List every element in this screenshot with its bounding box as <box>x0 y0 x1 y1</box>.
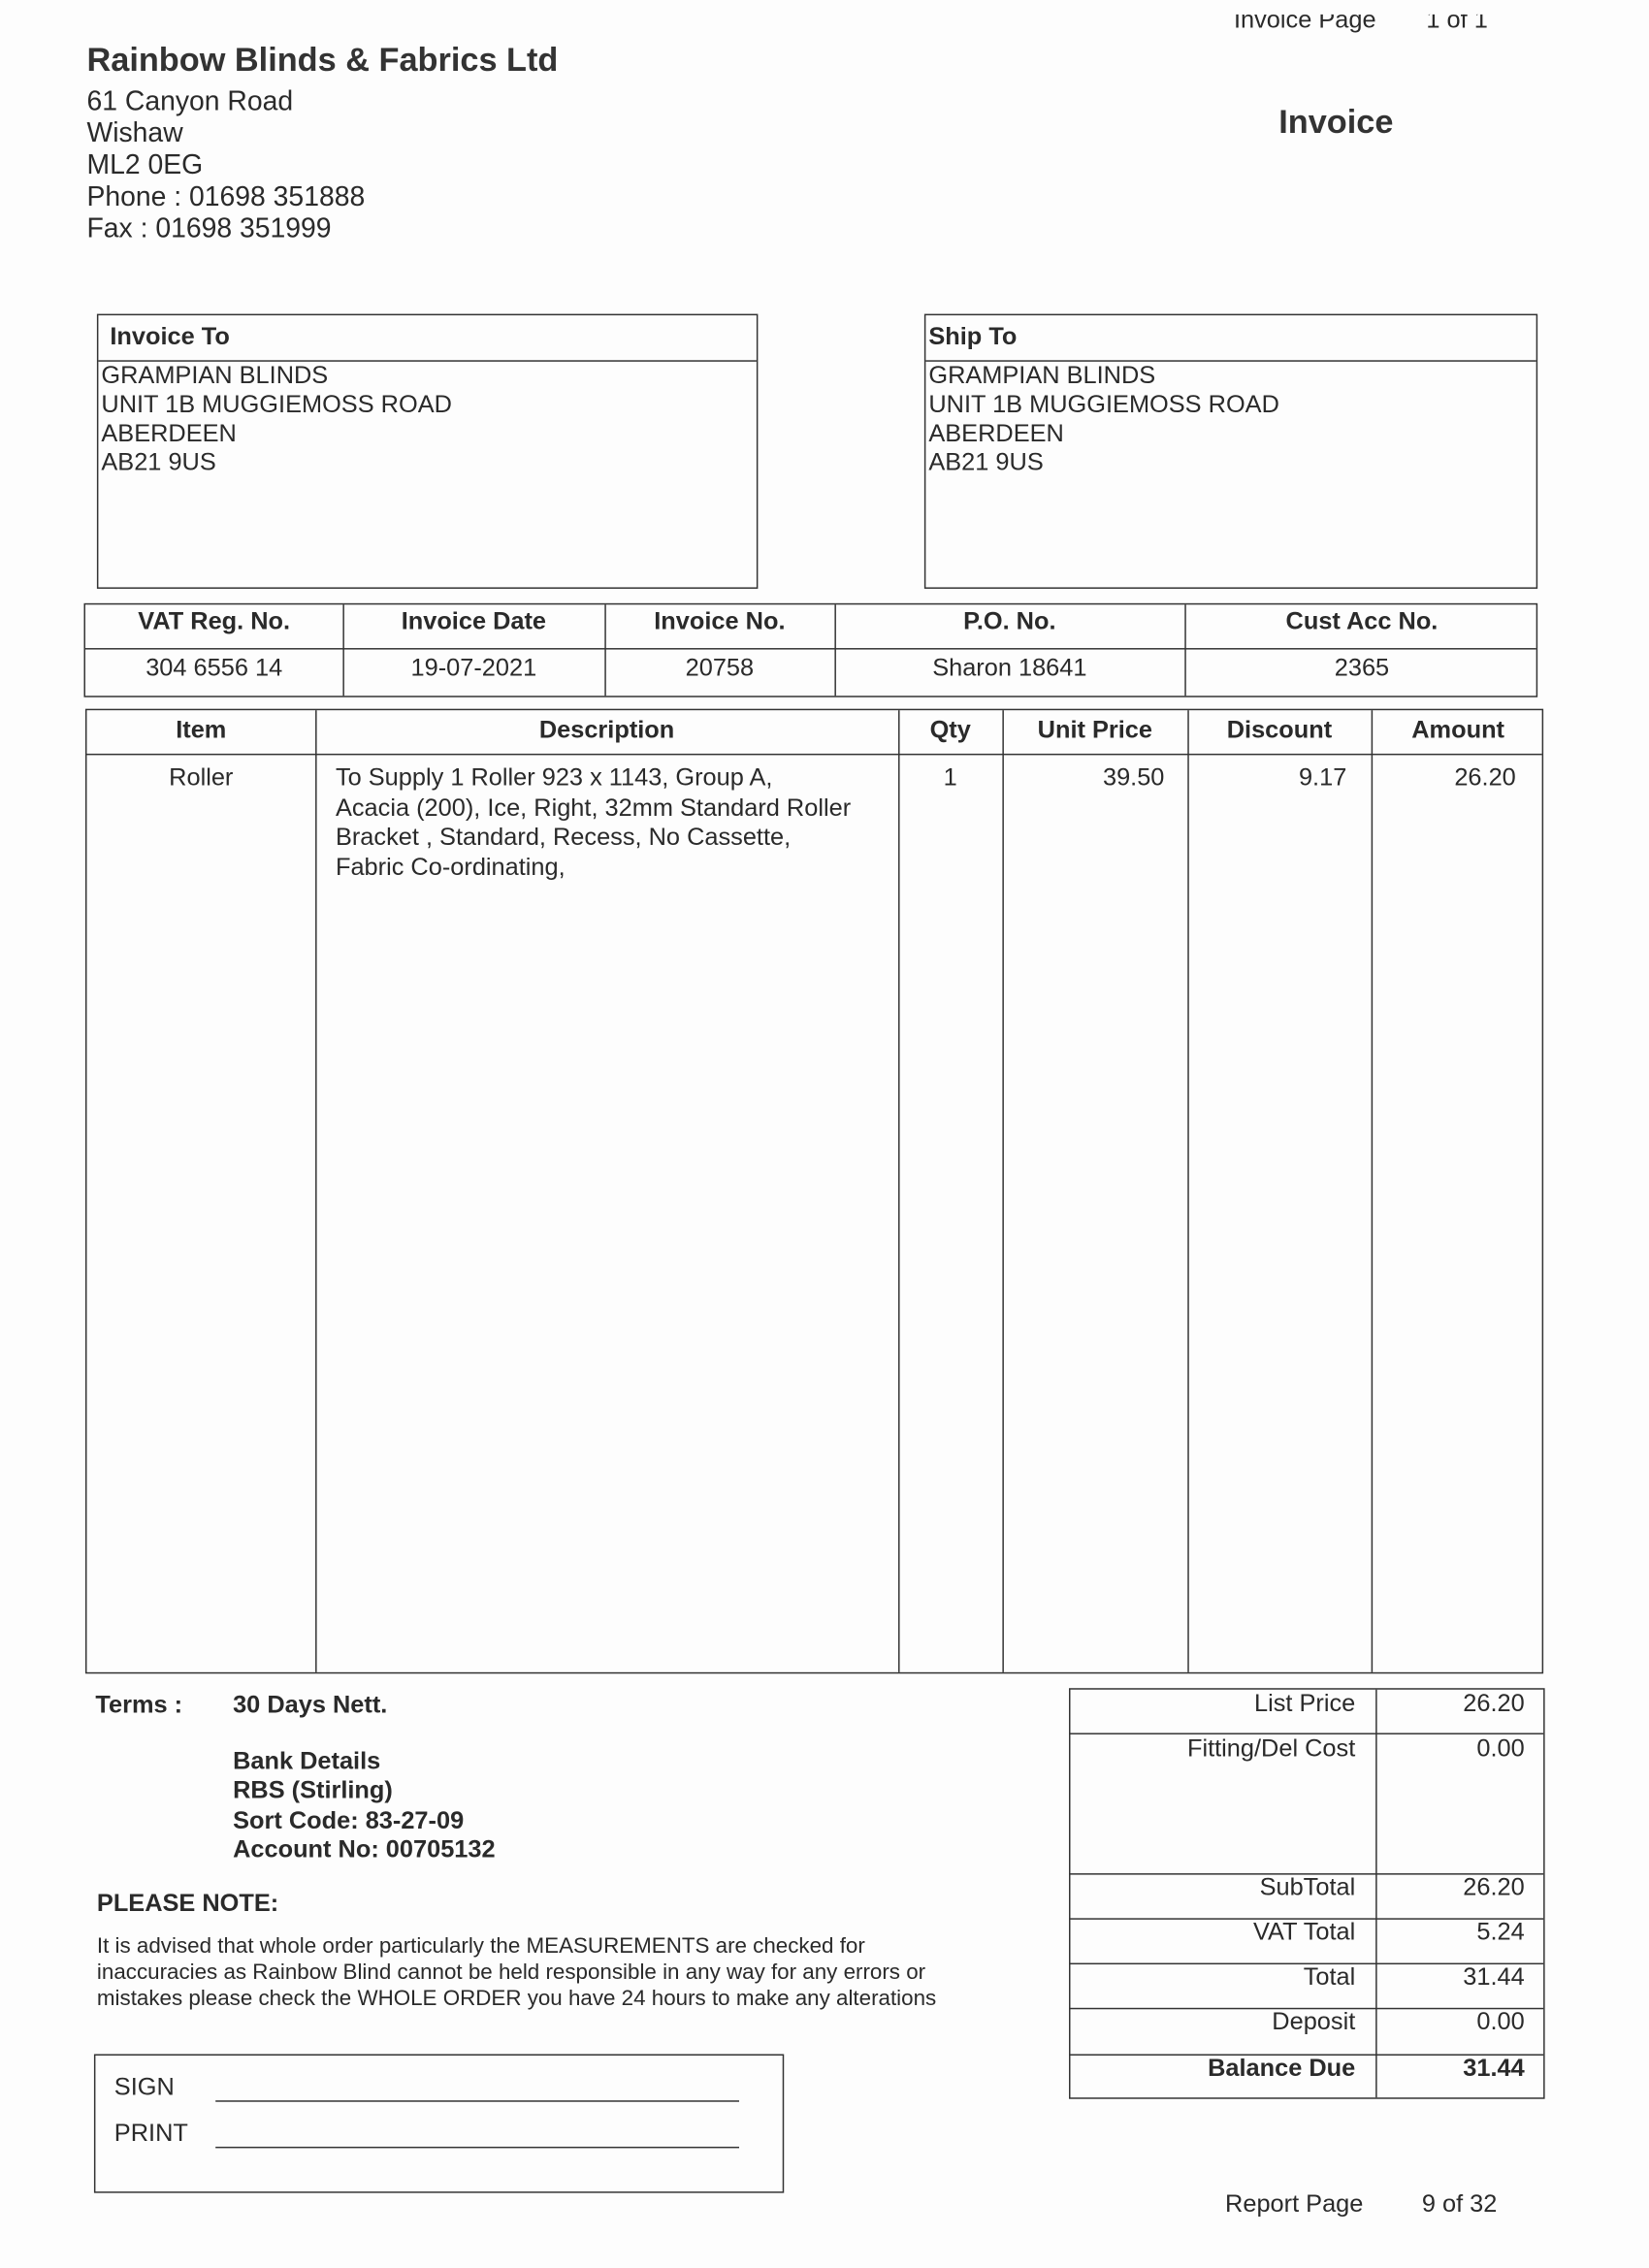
description-line: Acacia (200), Ice, Right, 32mm Standard … <box>335 793 852 822</box>
description-line: Fabric Co-ordinating, <box>335 853 566 881</box>
address-line: Wishaw <box>86 118 183 149</box>
terms-label: Terms : <box>95 1691 183 1719</box>
bank-details-heading: Bank Details <box>233 1747 381 1775</box>
vat-reg-header: VAT Reg. No. <box>138 607 291 635</box>
item-cell: Roller <box>169 763 234 792</box>
qty-cell: 1 <box>943 763 957 792</box>
print-line[interactable] <box>215 2146 740 2149</box>
address-line: ML2 0EG <box>86 150 204 181</box>
totals-value: 31.44 <box>1463 2054 1525 2082</box>
ship-to-box: Ship To GRAMPIAN BLINDS UNIT 1B MUGGIEMO… <box>923 313 1538 589</box>
address-line: ABERDEEN <box>101 419 237 447</box>
qty-header: Qty <box>929 716 971 744</box>
fax-line: Fax : 01698 351999 <box>86 213 332 245</box>
ship-to-address: GRAMPIAN BLINDS UNIT 1B MUGGIEMOSS ROAD … <box>928 362 1279 477</box>
totals-label: List Price <box>1253 1689 1356 1718</box>
po-no-value: Sharon 18641 <box>932 654 1087 682</box>
document-title: Invoice <box>1278 102 1394 141</box>
sign-line[interactable] <box>215 2100 740 2102</box>
totals-label: VAT Total <box>1253 1918 1356 1946</box>
terms-value: 30 Days Nett. <box>233 1691 388 1719</box>
note-line: mistakes please check the WHOLE ORDER yo… <box>96 1986 937 2011</box>
description-line: Bracket , Standard, Recess, No Cassette, <box>335 823 792 851</box>
discount-cell: 9.17 <box>1298 763 1347 792</box>
invoice-to-label: Invoice To <box>110 322 230 350</box>
totals-value: 31.44 <box>1463 1962 1525 1991</box>
invoice-info-table: VAT Reg. No. Invoice Date Invoice No. P.… <box>83 602 1538 697</box>
totals-value: 0.00 <box>1476 1733 1525 1763</box>
totals-table: List Price 26.20 Fitting/Del Cost 0.00 S… <box>1068 1688 1545 2099</box>
vat-reg-value: 304 6556 14 <box>146 654 283 682</box>
signature-box: SIGN PRINT <box>93 2054 785 2193</box>
note-line: inaccuracies as Rainbow Blind cannot be … <box>96 1960 926 1985</box>
invoice-no-header: Invoice No. <box>654 607 786 635</box>
report-page-value: 9 of 32 <box>1421 2189 1498 2219</box>
totals-value: 5.24 <box>1476 1918 1525 1946</box>
company-address: 61 Canyon Road Wishaw ML2 0EG Phone : 01… <box>86 86 365 245</box>
totals-label: Deposit <box>1272 2007 1356 2036</box>
account-number: Account No: 00705132 <box>233 1835 496 1863</box>
invoice-to-box: Invoice To GRAMPIAN BLINDS UNIT 1B MUGGI… <box>96 313 759 589</box>
totals-label: Fitting/Del Cost <box>1186 1733 1356 1763</box>
invoice-to-address: GRAMPIAN BLINDS UNIT 1B MUGGIEMOSS ROAD … <box>101 362 452 477</box>
address-line: UNIT 1B MUGGIEMOSS ROAD <box>101 390 452 418</box>
address-line: UNIT 1B MUGGIEMOSS ROAD <box>928 390 1279 418</box>
company-name: Rainbow Blinds & Fabrics Ltd <box>86 40 559 79</box>
report-page-label: Report Page <box>1225 2189 1364 2219</box>
address-line: AB21 9US <box>928 448 1044 476</box>
totals-value: 26.20 <box>1463 1873 1525 1901</box>
unit-price-header: Unit Price <box>1037 716 1152 744</box>
invoice-no-value: 20758 <box>685 654 755 682</box>
invoice-page-indicator: Invoice Page 1 of 1 <box>1233 5 1488 35</box>
unit-price-cell: 39.50 <box>1102 763 1165 792</box>
cust-acc-header: Cust Acc No. <box>1285 607 1439 635</box>
phone-line: Phone : 01698 351888 <box>86 181 366 213</box>
bank-details: Bank Details RBS (Stirling) Sort Code: 8… <box>233 1747 496 1864</box>
amount-header: Amount <box>1411 716 1505 744</box>
items-table: Item Description Qty Unit Price Discount… <box>84 708 1544 1674</box>
invoice-page-value: 1 of 1 <box>1426 5 1488 34</box>
totals-value: 0.00 <box>1476 2007 1525 2036</box>
invoice-page-label: Invoice Page <box>1233 5 1376 34</box>
item-header: Item <box>176 716 227 744</box>
ship-to-label: Ship To <box>928 322 1018 350</box>
sort-code: Sort Code: 83-27-09 <box>233 1805 465 1834</box>
discount-header: Discount <box>1226 716 1333 744</box>
address-line: GRAMPIAN BLINDS <box>101 361 329 390</box>
totals-label: SubTotal <box>1259 1873 1356 1901</box>
note-line: It is advised that whole order particula… <box>96 1933 865 1960</box>
totals-label: Total <box>1303 1962 1356 1991</box>
description-cell: To Supply 1 Roller 923 x 1143, Group A, … <box>336 763 851 882</box>
address-line: AB21 9US <box>101 448 216 476</box>
totals-value: 26.20 <box>1463 1689 1525 1718</box>
totals-label: Balance Due <box>1208 2054 1356 2082</box>
address-line: ABERDEEN <box>928 419 1064 447</box>
sign-label: SIGN <box>113 2072 175 2101</box>
address-line: GRAMPIAN BLINDS <box>928 361 1156 390</box>
bank-name: RBS (Stirling) <box>233 1776 393 1804</box>
invoice-date-value: 19-07-2021 <box>410 654 537 682</box>
print-label: PRINT <box>113 2119 188 2147</box>
description-line: To Supply 1 Roller 923 x 1143, Group A, <box>335 763 773 792</box>
note-text: It is advised that whole order particula… <box>97 1934 936 2013</box>
address-line: 61 Canyon Road <box>86 86 294 117</box>
invoice-date-header: Invoice Date <box>401 607 547 635</box>
description-header: Description <box>538 716 675 744</box>
cust-acc-value: 2365 <box>1334 654 1390 682</box>
amount-cell: 26.20 <box>1454 763 1516 792</box>
note-heading: PLEASE NOTE: <box>96 1889 279 1917</box>
po-no-header: P.O. No. <box>963 607 1056 635</box>
